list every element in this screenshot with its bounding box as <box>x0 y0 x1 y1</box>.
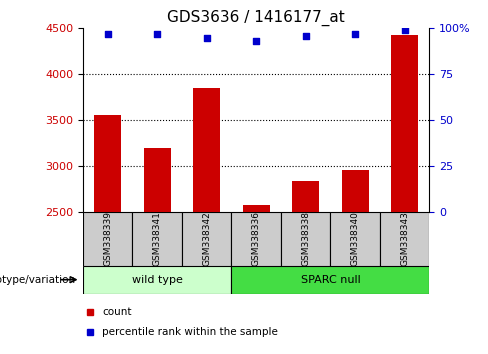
Bar <box>231 212 281 266</box>
Bar <box>380 212 429 266</box>
Point <box>401 27 408 33</box>
Bar <box>193 88 220 212</box>
Bar <box>94 115 122 212</box>
Bar <box>342 170 369 212</box>
Bar <box>391 35 418 212</box>
Point <box>104 31 112 37</box>
Text: GSM338336: GSM338336 <box>252 211 261 267</box>
Bar <box>281 212 330 266</box>
Text: SPARC null: SPARC null <box>301 275 360 285</box>
Bar <box>83 266 231 294</box>
Text: genotype/variation: genotype/variation <box>0 275 76 285</box>
Text: GSM338340: GSM338340 <box>351 211 360 267</box>
Point <box>252 38 260 44</box>
Point <box>153 31 161 37</box>
Text: GSM338339: GSM338339 <box>103 211 112 267</box>
Text: GSM338338: GSM338338 <box>301 211 310 267</box>
Bar <box>292 181 319 212</box>
Bar <box>83 212 132 266</box>
Point <box>351 31 359 37</box>
Point <box>203 35 211 40</box>
Text: count: count <box>102 307 132 317</box>
Point <box>302 33 309 39</box>
Text: GSM338342: GSM338342 <box>202 212 211 266</box>
Text: percentile rank within the sample: percentile rank within the sample <box>102 327 278 337</box>
Bar <box>243 205 270 212</box>
Bar <box>182 212 231 266</box>
Bar <box>132 212 182 266</box>
Text: wild type: wild type <box>132 275 183 285</box>
Bar <box>330 212 380 266</box>
Bar <box>143 148 171 212</box>
Title: GDS3636 / 1416177_at: GDS3636 / 1416177_at <box>167 9 345 25</box>
Bar <box>231 266 429 294</box>
Text: GSM338341: GSM338341 <box>153 211 162 267</box>
Text: GSM338343: GSM338343 <box>400 211 409 267</box>
